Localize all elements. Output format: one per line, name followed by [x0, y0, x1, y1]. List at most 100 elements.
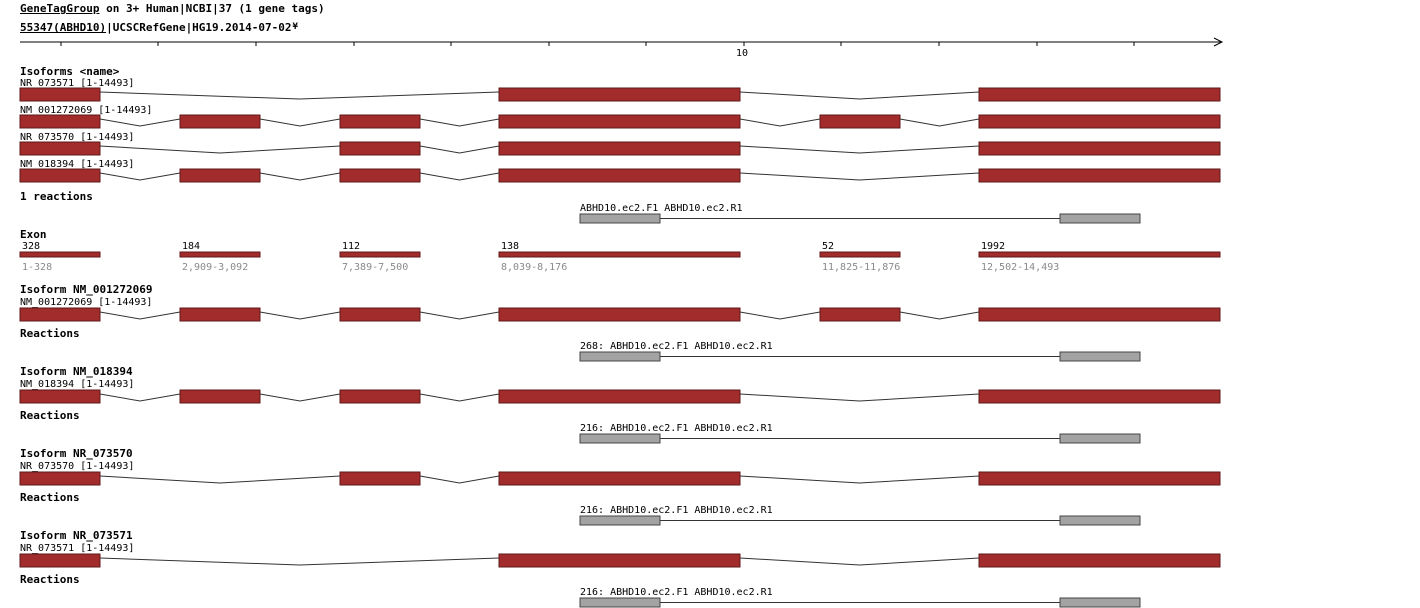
exon-block[interactable] [339, 168, 421, 183]
intron-connector [739, 172, 980, 181]
ruler-label: 10 [736, 48, 748, 59]
exon-size-label: 112 [342, 241, 360, 252]
intron-connector [739, 91, 980, 100]
exon-block[interactable] [498, 87, 741, 102]
primer-reverse[interactable] [1059, 351, 1141, 362]
exon-block[interactable] [19, 114, 101, 129]
primer-forward[interactable] [579, 213, 661, 224]
section-title: 1 reactions [20, 190, 93, 203]
exon-block[interactable] [498, 471, 741, 486]
exon-block[interactable] [978, 389, 1221, 404]
intron-connector [739, 145, 980, 154]
exon-block[interactable] [19, 389, 101, 404]
exon-block[interactable] [819, 307, 901, 322]
exon-block[interactable] [179, 114, 261, 129]
intron-connector [99, 557, 500, 566]
exon-block[interactable] [978, 553, 1221, 568]
exon-block[interactable] [978, 87, 1221, 102]
exon-size-label: 138 [501, 241, 519, 252]
exon-block[interactable] [179, 307, 261, 322]
exon-size-label: 52 [822, 241, 834, 252]
section-title: Reactions [20, 327, 80, 340]
primer-reverse[interactable] [1059, 433, 1141, 444]
exon-block[interactable] [339, 471, 421, 486]
exon-size-label: 328 [22, 241, 40, 252]
intron-connector [99, 91, 500, 100]
primer-forward[interactable] [579, 351, 661, 362]
reaction-label: ABHD10.ec2.F1 ABHD10.ec2.R1 [580, 203, 743, 214]
reaction-label: 216: ABHD10.ec2.F1 ABHD10.ec2.R1 [580, 587, 773, 598]
intron-connector [259, 172, 341, 181]
primer-reverse[interactable] [1059, 213, 1141, 224]
intron-connector [739, 475, 980, 484]
intron-connector [419, 172, 500, 181]
reaction-label: 268: ABHD10.ec2.F1 ABHD10.ec2.R1 [580, 341, 773, 352]
primer-forward[interactable] [579, 515, 661, 526]
exon-block[interactable] [498, 553, 741, 568]
exon-bar[interactable] [19, 251, 101, 258]
primer-reverse[interactable] [1059, 597, 1141, 608]
section-title: Isoforms <name> [20, 65, 120, 78]
exon-block[interactable] [498, 114, 741, 129]
exon-range-label: 2,909-3,092 [182, 262, 248, 273]
exon-block[interactable] [978, 307, 1221, 322]
section-title: Reactions [20, 573, 80, 586]
genetaggroup-link[interactable]: GeneTagGroup [20, 2, 100, 15]
exon-bar[interactable] [978, 251, 1221, 258]
section-title: Isoform NM_001272069 [20, 283, 152, 296]
exon-block[interactable] [498, 168, 741, 183]
exon-block[interactable] [978, 471, 1221, 486]
section-title: Isoform NR_073570 [20, 447, 133, 460]
exon-bar[interactable] [179, 251, 261, 258]
intron-connector [99, 475, 341, 484]
track-label: NR_073570 [1-14493] [20, 132, 134, 143]
intron-connector [99, 118, 181, 127]
exon-bar[interactable] [339, 251, 421, 258]
exon-range-label: 8,039-8,176 [501, 262, 567, 273]
exon-block[interactable] [339, 389, 421, 404]
exon-block[interactable] [179, 389, 261, 404]
exon-bar[interactable] [498, 251, 741, 258]
header-line-2-text: |UCSCRefGene|HG19.2014-07-02 [106, 21, 292, 34]
exon-block[interactable] [19, 471, 101, 486]
exon-block[interactable] [978, 168, 1221, 183]
header-trailing-icon: ¥ [292, 22, 298, 32]
exon-bar[interactable] [819, 251, 901, 258]
exon-block[interactable] [19, 307, 101, 322]
primer-reverse[interactable] [1059, 515, 1141, 526]
exon-block[interactable] [19, 168, 101, 183]
exon-block[interactable] [498, 141, 741, 156]
exon-block[interactable] [978, 114, 1221, 129]
track-label: NR_073571 [1-14493] [20, 78, 134, 89]
exon-block[interactable] [819, 114, 901, 129]
exon-range-label: 12,502-14,493 [981, 262, 1059, 273]
intron-connector [419, 118, 500, 127]
exon-range-label: 1-328 [22, 262, 52, 273]
intron-connector [419, 145, 500, 154]
intron-connector [899, 118, 980, 127]
exon-block[interactable] [19, 87, 101, 102]
intron-connector [259, 118, 341, 127]
exon-block[interactable] [19, 553, 101, 568]
primer-forward[interactable] [579, 433, 661, 444]
section-title: Reactions [20, 409, 80, 422]
primer-forward[interactable] [579, 597, 661, 608]
section-title: Isoform NM_018394 [20, 365, 133, 378]
exon-size-label: 184 [182, 241, 200, 252]
exon-block[interactable] [978, 141, 1221, 156]
header-line-1: GeneTagGroup on 3+ Human|NCBI|37 (1 gene… [20, 2, 325, 15]
exon-block[interactable] [339, 307, 421, 322]
exon-block[interactable] [339, 141, 421, 156]
exon-block[interactable] [498, 307, 741, 322]
intron-connector [259, 393, 341, 402]
exon-range-label: 7,389-7,500 [342, 262, 408, 273]
exon-block[interactable] [179, 168, 261, 183]
exon-block[interactable] [19, 141, 101, 156]
exon-block[interactable] [339, 114, 421, 129]
intron-connector [739, 118, 821, 127]
intron-connector [739, 393, 980, 402]
exon-block[interactable] [498, 389, 741, 404]
intron-connector [99, 393, 181, 402]
gene-id-link[interactable]: 55347(ABHD10) [20, 21, 107, 34]
